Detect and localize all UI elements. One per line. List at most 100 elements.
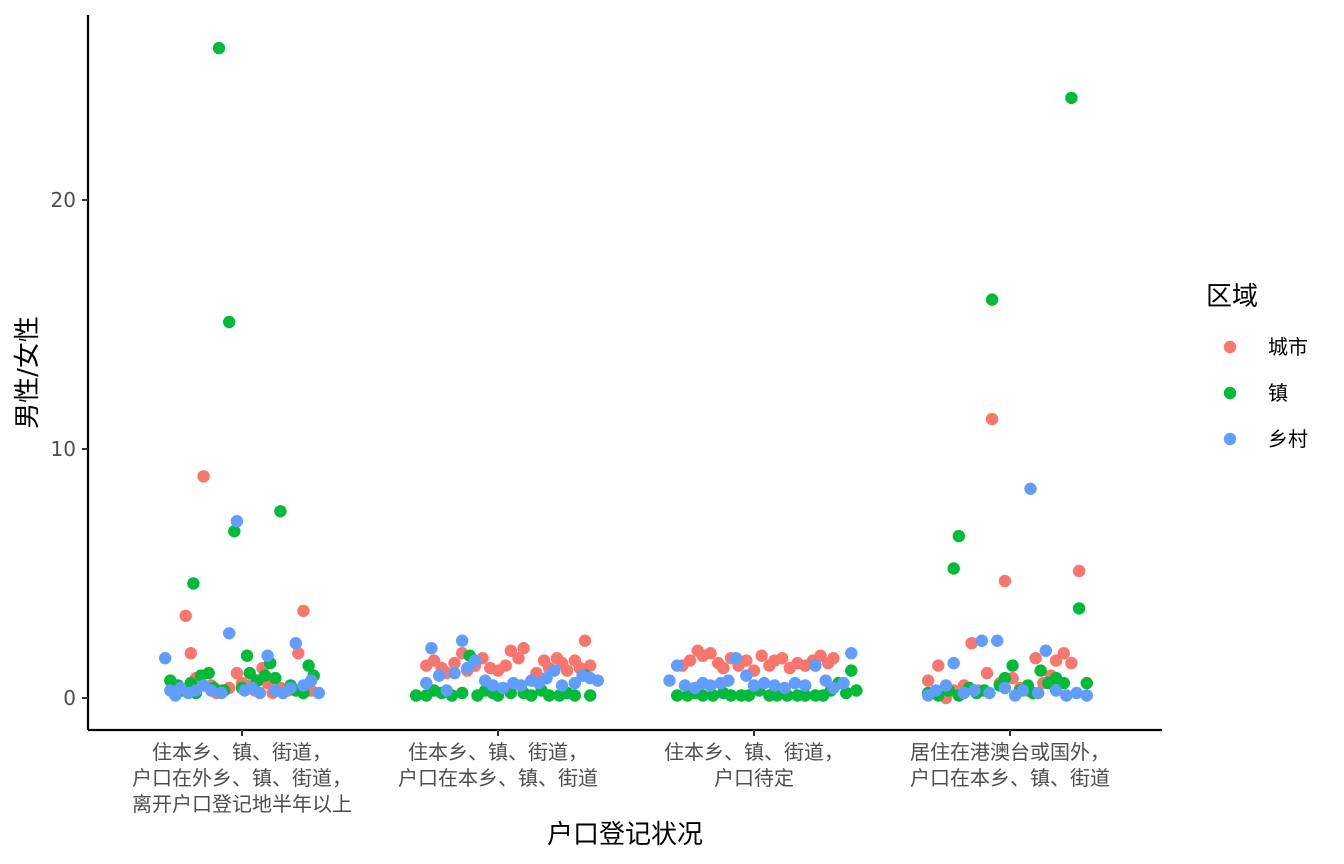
data-point	[187, 577, 200, 590]
data-point	[729, 652, 743, 665]
data-point	[312, 686, 325, 700]
data-point	[799, 679, 812, 692]
data-point	[975, 634, 988, 647]
data-point	[740, 669, 753, 682]
data-point	[740, 654, 753, 667]
data-point	[228, 525, 241, 538]
data-point	[840, 686, 853, 700]
data-point	[778, 681, 791, 695]
data-point	[297, 604, 310, 618]
data-point	[548, 664, 561, 677]
data-point	[448, 666, 461, 680]
data-point	[1029, 652, 1042, 665]
data-point	[706, 689, 720, 702]
data-point	[504, 644, 517, 657]
data-point	[456, 686, 469, 700]
data-point	[758, 676, 771, 690]
data-point	[1034, 664, 1047, 677]
legend-label: 乡村	[1268, 427, 1308, 451]
data-point	[302, 659, 315, 672]
legend-key	[1223, 340, 1237, 354]
data-point	[845, 664, 858, 677]
data-point	[952, 529, 965, 543]
data-point	[827, 681, 840, 695]
x-tick-label: 住本乡、镇、街道，户口待定	[664, 740, 844, 790]
data-point	[991, 634, 1004, 647]
data-point	[747, 679, 761, 692]
data-point	[304, 674, 318, 687]
data-point	[809, 659, 822, 672]
data-point	[1072, 564, 1086, 578]
data-point	[947, 656, 960, 670]
data-point	[1057, 676, 1071, 690]
data-point	[555, 679, 569, 692]
data-point	[845, 647, 858, 660]
x-axis-ticks: 住本乡、镇、街道，户口在外乡、镇、街道，离开户口登记地半年以上住本乡、镇、街道，…	[132, 730, 1110, 816]
data-point	[560, 664, 574, 677]
x-tick-label-line: 离开户口登记地半年以上	[132, 792, 352, 816]
data-point	[678, 679, 692, 692]
data-point	[512, 652, 525, 665]
data-point	[957, 686, 971, 700]
data-point	[742, 689, 756, 702]
data-point	[1065, 656, 1078, 670]
data-point	[261, 649, 274, 662]
data-point	[768, 679, 781, 692]
data-point	[1057, 647, 1071, 660]
data-point	[274, 505, 287, 518]
data-point	[427, 654, 441, 667]
data-point	[197, 470, 210, 483]
data-point	[240, 649, 254, 662]
data-point	[939, 679, 953, 692]
data-point	[819, 674, 832, 687]
data-point	[770, 689, 784, 702]
legend-label: 镇	[1268, 381, 1288, 405]
data-point	[788, 676, 802, 690]
data-point	[568, 689, 581, 702]
data-point	[591, 674, 604, 687]
data-point	[253, 686, 267, 700]
data-point	[159, 652, 172, 665]
data-point	[799, 689, 812, 702]
x-tick-label-line: 户口待定	[714, 766, 794, 790]
data-point	[499, 659, 512, 672]
data-point	[223, 627, 236, 640]
data-point	[1070, 686, 1083, 700]
data-point	[985, 412, 999, 426]
data-point	[496, 681, 510, 695]
data-point	[179, 609, 192, 622]
data-point	[440, 684, 453, 697]
data-point	[980, 666, 994, 680]
data-point	[1060, 689, 1073, 702]
data-point	[932, 659, 945, 672]
data-point	[1024, 482, 1037, 495]
x-tick-label-line: 住本乡、镇、街道，	[408, 740, 588, 764]
data-point	[243, 666, 256, 680]
data-point	[202, 666, 215, 680]
data-point	[722, 674, 735, 687]
data-point	[998, 681, 1012, 695]
data-point	[724, 689, 738, 702]
data-point	[965, 637, 978, 650]
data-point	[212, 41, 226, 55]
data-point	[289, 637, 302, 650]
data-point	[1065, 91, 1078, 105]
data-point	[432, 669, 446, 682]
data-point	[514, 679, 528, 692]
data-point	[704, 647, 717, 660]
x-tick-label-line: 居住在港澳台或国外，	[910, 740, 1110, 764]
data-point	[448, 656, 461, 670]
data-point	[850, 684, 863, 697]
data-point	[420, 676, 433, 690]
data-point	[663, 674, 676, 687]
data-point	[468, 654, 482, 667]
legend-key	[1223, 386, 1237, 400]
y-axis-title: 男性/女性	[13, 316, 43, 429]
data-point	[409, 689, 423, 702]
series-乡村	[159, 482, 1094, 702]
legend-title: 区域	[1206, 282, 1258, 312]
plot-area	[159, 41, 1094, 705]
data-point	[671, 689, 684, 702]
data-point	[671, 659, 684, 672]
